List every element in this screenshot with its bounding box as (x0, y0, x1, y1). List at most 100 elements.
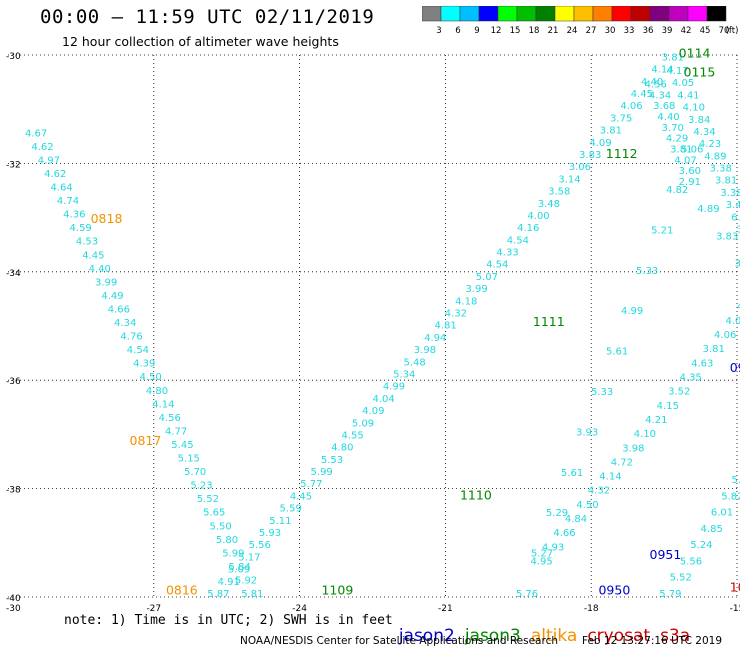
wave-height-label: 5.70 (184, 467, 206, 478)
legend-label: 6 (455, 26, 460, 36)
wave-height-label: 6.01 (711, 508, 733, 519)
legend-label: 30 (605, 26, 616, 36)
wave-height-label: 3.38 (710, 164, 732, 175)
wave-height-label: 4.53 (76, 237, 98, 248)
wave-height-label: 5.24 (732, 475, 740, 486)
pass-time-label: 0951 (650, 547, 682, 562)
wave-height-label: 5.33 (591, 387, 613, 398)
wave-height-label: 3.83 (579, 150, 601, 161)
wave-height-label: 5.21 (651, 225, 673, 236)
wave-height-label: 3.98 (622, 443, 644, 454)
wave-height-label: 5.79 (659, 589, 681, 600)
pass-time-label: 0950 (598, 582, 630, 597)
pass-time-label: 10 (730, 580, 740, 595)
wave-height-label: 5.53 (321, 455, 343, 466)
wave-height-label: 3.52 (668, 387, 690, 398)
wave-height-label: 4.54 (507, 235, 529, 246)
timestamp: Feb 12 13:27:16 UTC 2019 (582, 635, 722, 647)
wave-height-label: 3.06 (569, 162, 591, 173)
wave-height-label: 3.48 (538, 199, 560, 210)
legend-unit: (ft) (726, 26, 739, 36)
lon-tick-label: -30 (6, 604, 21, 614)
wave-height-label: 4.09 (589, 138, 611, 149)
wave-height-label: 5.17 (238, 552, 260, 563)
wave-height-label: 4.09 (362, 406, 384, 417)
pass-time-label: 1109 (321, 582, 353, 597)
wave-height-label: 4.36 (737, 302, 740, 313)
wave-height-label: 4.34 (649, 90, 671, 101)
lat-tick-label: -40 (6, 594, 21, 604)
legend-label: 27 (586, 26, 597, 36)
wave-height-label: 4.04 (373, 394, 395, 405)
wave-height-label: 4.97 (38, 155, 60, 166)
wave-height-label: 3.70 (662, 123, 684, 134)
lon-tick-label: -27 (146, 604, 161, 614)
wave-height-label: 5.24 (690, 540, 712, 551)
wave-height-label: 4.40 (641, 77, 663, 88)
wave-height-label: 4.14 (651, 65, 673, 76)
legend-label: 42 (681, 26, 692, 36)
pass-time-label: 095 (730, 360, 740, 375)
wave-height-label: 3.14 (735, 258, 740, 269)
wave-height-label: 4.99 (383, 382, 405, 393)
pass-time-label: 0114 (679, 46, 711, 61)
wave-height-label: 5.99 (311, 467, 333, 478)
wave-height-label: 4.93 (542, 542, 564, 553)
wave-height-label: 3.58 (548, 187, 570, 198)
wave-height-label: 4.63 (691, 358, 713, 369)
wave-height-label: 4.07 (674, 155, 696, 166)
legend-label: 33 (624, 26, 635, 36)
wave-height-label: 5.77 (300, 479, 322, 490)
wave-height-label: 3.81 (662, 52, 684, 63)
wave-height-label: 4.55 (342, 430, 364, 441)
wave-height-label: 4.59 (70, 223, 92, 234)
lat-tick-label: -32 (6, 160, 21, 170)
wave-height-label: 4.40 (657, 112, 679, 123)
wave-height-label: 4.17 (667, 66, 689, 77)
wave-height-label: 4.89 (697, 204, 719, 215)
wave-height-label: 5.09 (228, 565, 250, 576)
wave-height-label: 3.49 (726, 200, 740, 211)
wave-height-label: 4.62 (31, 142, 53, 153)
legend-label: 70 (719, 26, 730, 36)
wave-height-label: 5.56 (249, 540, 271, 551)
wave-height-label: 3.83 (716, 231, 738, 242)
wave-height-label: 4.80 (146, 386, 168, 397)
wave-height-label: 4.10 (634, 429, 656, 440)
wave-height-label: 4.16 (517, 223, 539, 234)
wave-height-label: 5.81 (241, 589, 263, 600)
wave-height-label: 3.60 (679, 166, 701, 177)
wave-height-label: 5.50 (209, 521, 231, 532)
wave-height-label: 5.07 (476, 272, 498, 283)
wave-height-label: 4.49 (101, 291, 123, 302)
page-title: 00:00 – 11:59 UTC 02/11/2019 (40, 6, 375, 28)
wave-height-label: 4.72 (611, 457, 633, 468)
wave-height-label: 5.33 (636, 266, 658, 277)
wave-height-label: 4.40 (89, 264, 111, 275)
wave-height-label: 6.87 (731, 212, 740, 223)
wave-height-label: 4.18 (455, 296, 477, 307)
lat-tick-label: -38 (6, 486, 21, 496)
wave-height-label: 4.45 (290, 491, 312, 502)
wave-height-label: 4.32 (445, 309, 467, 320)
wave-height-label: 4.62 (44, 169, 66, 180)
wave-height-label: 3.98 (414, 345, 436, 356)
lon-tick-label: -24 (292, 604, 307, 614)
wave-height-label: 5.11 (269, 516, 291, 527)
wave-height-label: 4.91 (218, 577, 240, 588)
wave-height-label: 2.91 (679, 177, 701, 188)
wave-height-label: 3.99 (465, 284, 487, 295)
wave-height-label: 3.81 (703, 344, 725, 355)
sat-cryosat: cryosat (587, 626, 651, 646)
wave-height-label: 5.23 (190, 481, 212, 492)
wave-height-label: 5.65 (203, 508, 225, 519)
wave-height-label: 4.50 (576, 500, 598, 511)
legend-label: 39 (662, 26, 673, 36)
wave-height-label: 4.06 (714, 330, 736, 341)
wave-height-label: 4.06 (620, 101, 642, 112)
wave-height-label: 4.05 (672, 78, 694, 89)
legend-label: 36 (643, 26, 654, 36)
wave-height-label: 3.99 (95, 277, 117, 288)
wave-height-label: 4.36 (63, 210, 85, 221)
